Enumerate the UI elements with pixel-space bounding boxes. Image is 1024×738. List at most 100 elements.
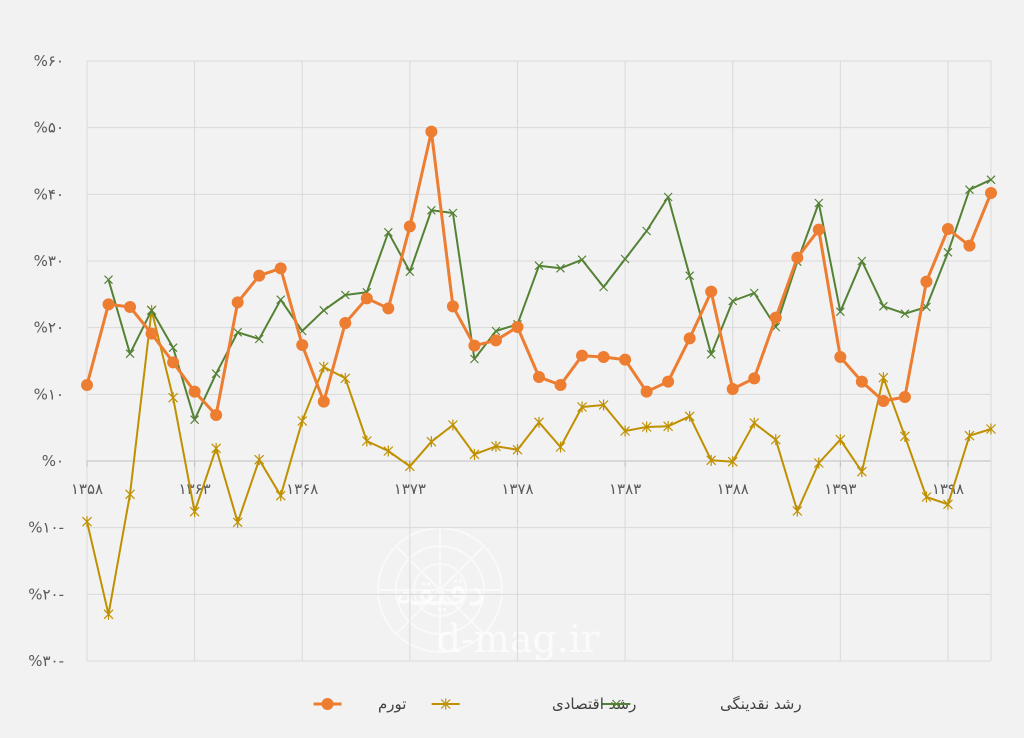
series-point <box>920 275 933 288</box>
series-point <box>813 457 824 469</box>
series-point <box>276 295 286 305</box>
series-point <box>189 506 200 518</box>
series-0 <box>81 125 997 421</box>
y-tick-label: %۳۰- <box>28 652 64 670</box>
series-point <box>232 516 243 528</box>
x-tick-label: ۱۳۵۸ <box>71 480 103 498</box>
series-point <box>878 372 889 384</box>
series-point <box>533 371 545 383</box>
series-point <box>556 263 565 273</box>
series-point <box>425 125 438 138</box>
series-point <box>878 301 888 311</box>
series-point <box>986 423 996 435</box>
series-point <box>296 339 309 351</box>
series-point <box>599 282 608 292</box>
series-point <box>921 491 932 503</box>
y-axis: %۶۰ %۵۰ %۴۰ %۳۰ %۲۰ %۱۰ %۰ %۱۰- %۲۰- %۳۰- <box>28 52 64 670</box>
series-point <box>447 419 458 431</box>
series-point <box>769 311 782 324</box>
series-point <box>770 434 781 446</box>
x-tick-label: ۱۳۶۸ <box>286 480 318 498</box>
series-point <box>340 372 351 384</box>
series-point <box>900 309 910 319</box>
series-point <box>446 300 459 313</box>
series-point <box>684 410 695 422</box>
series-point <box>448 208 458 218</box>
series-point <box>491 326 501 336</box>
series-point <box>404 460 415 472</box>
series-point <box>727 456 738 468</box>
series-point <box>641 421 652 433</box>
series-point <box>361 435 372 447</box>
series-point <box>188 385 201 398</box>
series-point <box>620 425 631 437</box>
y-tick-label: %۲۰ <box>34 319 64 337</box>
series-point <box>898 391 911 403</box>
series-point <box>814 198 824 208</box>
legend-swatch-marker <box>440 698 451 710</box>
series-point <box>211 442 222 454</box>
series-point <box>297 415 308 427</box>
series-point <box>619 353 632 366</box>
series-point <box>210 409 223 421</box>
series-point <box>231 296 244 309</box>
x-tick-label: ۱۳۸۳ <box>609 480 641 498</box>
x-tick-label: ۱۳۹۸ <box>932 480 964 498</box>
series-point <box>597 351 610 363</box>
series-point <box>857 256 867 266</box>
y-tick-label: %۰ <box>42 452 64 470</box>
series-point <box>792 505 803 517</box>
series-point <box>620 254 630 264</box>
series-point <box>726 383 739 395</box>
series-point <box>964 430 975 442</box>
series-point <box>640 385 653 398</box>
series-point <box>340 290 350 300</box>
series-point <box>662 375 675 388</box>
series-point <box>468 339 481 352</box>
series-point <box>943 498 953 510</box>
series-point <box>82 516 92 528</box>
series-point <box>318 361 329 373</box>
series-point <box>534 416 544 428</box>
series-point <box>382 302 395 315</box>
series-point <box>102 298 115 311</box>
watermark-site-text: d-mag.ir <box>437 617 600 661</box>
series-point <box>899 430 910 442</box>
legend-label: تورم <box>378 695 406 713</box>
legend-label: رشد نقدینگی <box>720 695 802 713</box>
series-point <box>383 227 393 237</box>
series-point <box>855 375 868 388</box>
series-point <box>555 441 566 453</box>
series-point <box>554 379 567 391</box>
series-point <box>812 223 825 236</box>
y-tick-label: %۲۰- <box>28 585 64 603</box>
series-point <box>383 445 394 457</box>
x-axis: ۱۳۵۸ ۱۳۶۳ ۱۳۶۸ ۱۳۷۳ ۱۳۷۸ ۱۳۸۳ ۱۳۸۸ ۱۳۹۳ ۱۳۹۸ <box>71 461 964 498</box>
legend-item: رشد نقدینگی <box>602 695 802 713</box>
series-point <box>317 395 330 408</box>
series-1 <box>82 304 996 620</box>
series-point <box>965 185 974 195</box>
series-point <box>576 349 589 362</box>
series-point <box>922 302 931 312</box>
series-point <box>319 305 329 315</box>
series-point <box>749 288 759 298</box>
series-point <box>81 379 93 391</box>
series-point <box>577 255 587 265</box>
series-point <box>168 343 178 353</box>
series-line <box>86 309 992 616</box>
series-point <box>706 454 717 466</box>
series-point <box>469 448 480 460</box>
series-point <box>685 271 695 281</box>
series-point <box>663 420 674 432</box>
series-point <box>211 369 221 379</box>
series-point <box>835 307 845 317</box>
series-point <box>125 488 135 500</box>
y-tick-label: %۱۰- <box>28 519 64 537</box>
series-point <box>834 351 847 363</box>
y-tick-label: %۶۰ <box>34 52 64 70</box>
series-point <box>577 401 587 413</box>
series-point <box>491 440 501 452</box>
y-tick-label: %۴۰ <box>34 185 64 203</box>
